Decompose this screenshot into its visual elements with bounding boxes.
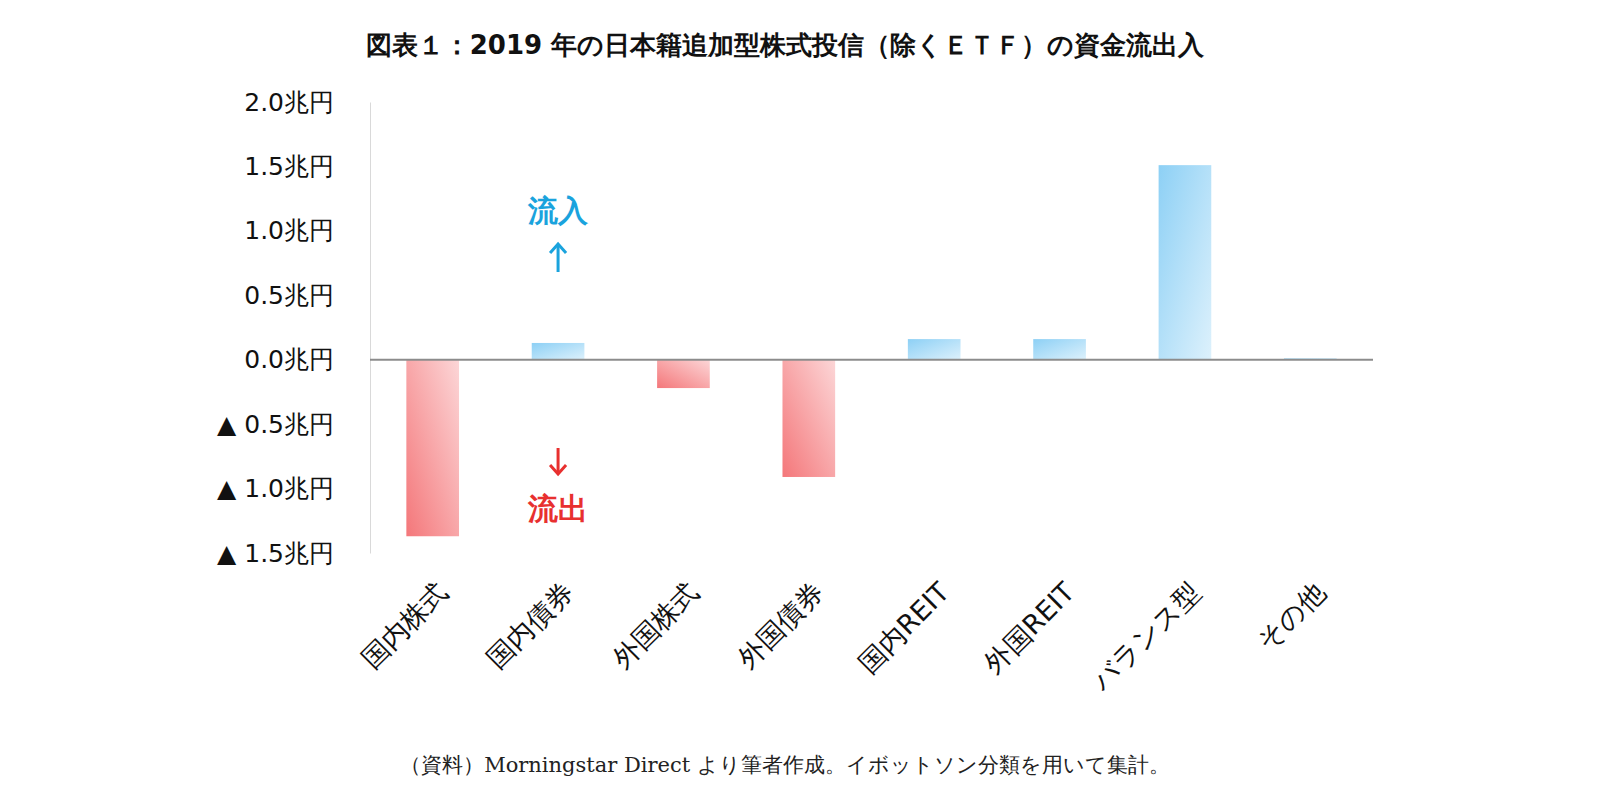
x-tick: 外国債券 [731, 575, 829, 674]
annotation: 流入 [527, 193, 589, 228]
x-tick: 外国株式 [606, 575, 704, 674]
bar [1033, 339, 1086, 360]
bar [657, 360, 710, 388]
y-tick-label: 1.5兆円 [244, 152, 334, 181]
y-tick: ▲ 1.0兆円 [217, 474, 370, 503]
x-tick-label: 外国株式 [606, 576, 704, 674]
x-tick: 外国REIT [978, 575, 1081, 679]
annotation: 流出 [527, 491, 588, 526]
y-tick-label: ▲ 1.0兆円 [217, 474, 334, 503]
arrow-up [550, 244, 566, 272]
y-tick: ▲ 0.5兆円 [217, 410, 370, 439]
x-tick: 国内REIT [852, 575, 955, 679]
bar [782, 360, 835, 477]
y-axis: ▲ 1.5兆円 ▲ 1.0兆円 ▲ 0.5兆円 0.0兆円 0.5兆円 1.0兆円 1.5兆… [217, 88, 370, 568]
x-tick-label: 国内債券 [481, 576, 579, 674]
y-tick-label: 0.0兆円 [244, 345, 334, 374]
y-axis-line [370, 103, 371, 554]
y-tick: 0.0兆円 [244, 345, 370, 374]
bar [1159, 165, 1212, 360]
y-tick-label: 1.0兆円 [244, 216, 334, 245]
y-tick-label: 0.5兆円 [244, 281, 334, 310]
bar [908, 339, 961, 360]
x-tick: バランス型 [1085, 575, 1206, 697]
x-tick-label: 国内株式 [355, 576, 453, 674]
x-tick-label: バランス型 [1085, 576, 1206, 697]
y-tick-label: ▲ 0.5兆円 [217, 410, 334, 439]
x-axis: 国内株式国内債券外国株式外国債券国内REIT外国REITバランス型その他 [355, 575, 1331, 697]
bar [532, 343, 585, 360]
title: 図表１：2019 年の日本籍追加型株式投信（除くＥＴＦ）の資金流出入 [366, 30, 1205, 60]
x-tick-label: 国内REIT [852, 576, 955, 679]
x-tick: 国内株式 [355, 575, 453, 674]
x-tick-label: 外国REIT [978, 576, 1081, 679]
x-tick-label: 外国債券 [731, 576, 829, 674]
source: （資料）Morningstar Direct より筆者作成。イボットソン分類を用… [400, 753, 1170, 777]
y-tick: ▲ 1.5兆円 [217, 539, 370, 568]
x-tick-label: その他 [1251, 576, 1332, 657]
y-tick: 1.5兆円 [244, 152, 370, 181]
x-tick: その他 [1251, 575, 1332, 657]
y-tick-label: 2.0兆円 [244, 88, 334, 117]
y-tick-label: ▲ 1.5兆円 [217, 539, 334, 568]
chart: 図表１：2019 年の日本籍追加型株式投信（除くＥＴＦ）の資金流出入 ▲ 1.5兆… [0, 0, 1599, 795]
y-tick: 1.0兆円 [244, 216, 370, 245]
zero-line [370, 359, 1373, 361]
x-tick: 国内債券 [481, 575, 579, 674]
bars [406, 165, 1336, 536]
y-tick: 0.5兆円 [244, 281, 370, 310]
y-tick: 2.0兆円 [244, 88, 370, 117]
bar [406, 360, 459, 537]
arrow-down [550, 448, 566, 474]
